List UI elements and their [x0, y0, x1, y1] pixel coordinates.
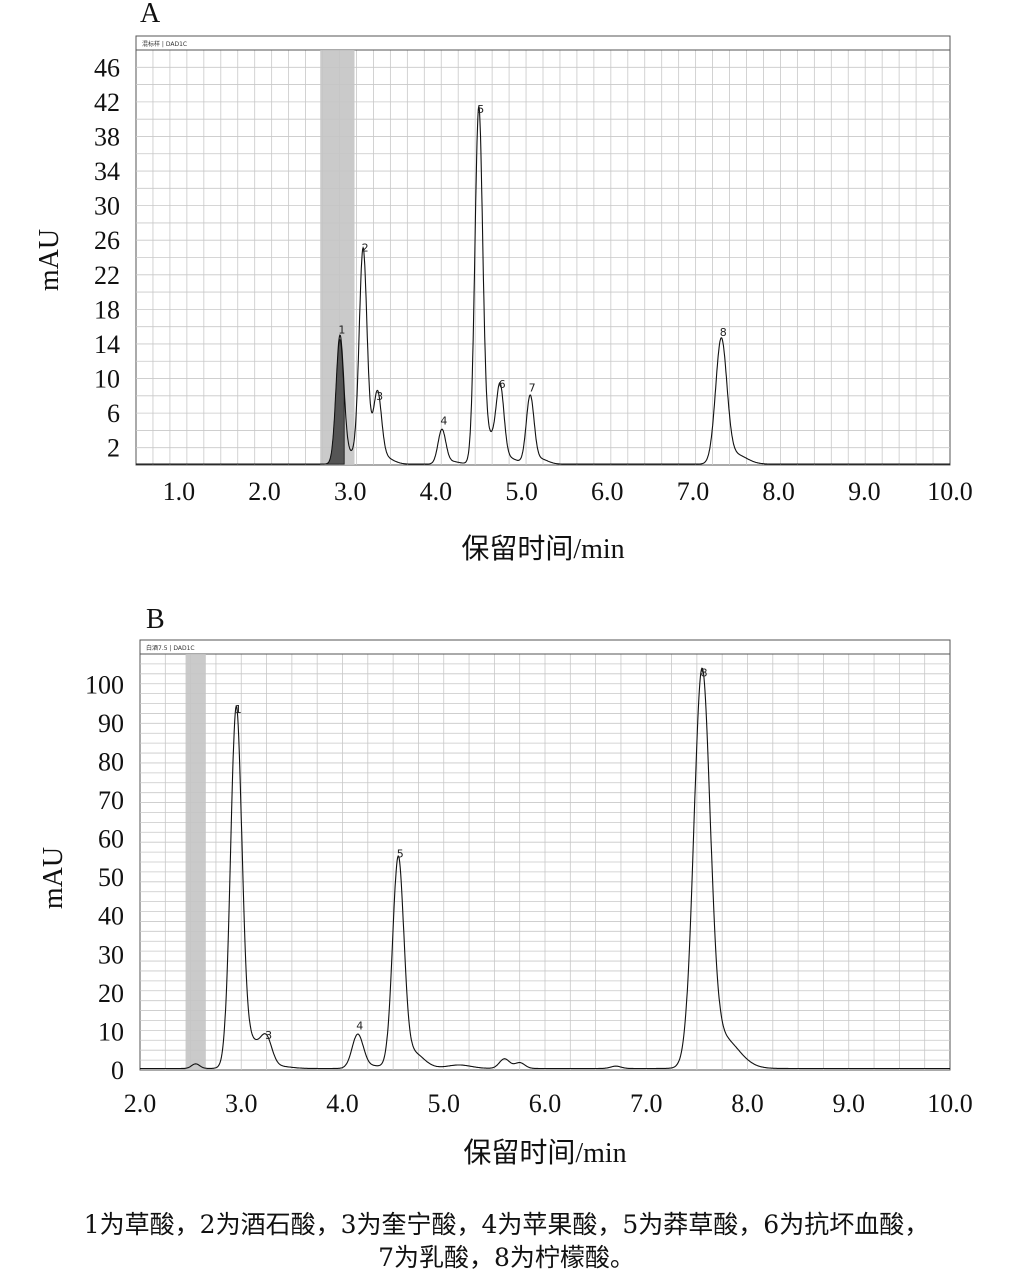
y-tick-label: 100 [85, 670, 124, 699]
y-tick-label: 50 [98, 863, 124, 892]
y-axis-label: mAU [34, 229, 65, 291]
x-tick-label: 9.0 [833, 1089, 866, 1118]
y-tick-label: 0 [111, 1056, 124, 1085]
peak-label-8: 8 [700, 666, 707, 679]
y-tick-label: 14 [94, 330, 120, 359]
x-tick-label: 4.0 [326, 1089, 359, 1118]
peak-label-2: 2 [362, 242, 369, 255]
chromatogram-trace [136, 106, 950, 465]
x-tick-label: 10.0 [927, 477, 973, 506]
y-tick-label: 30 [94, 192, 120, 221]
x-tick-label: 2.0 [124, 1089, 157, 1118]
caption-line-1: 1为草酸，2为酒石酸，3为奎宁酸，4为苹果酸，5为莽草酸，6为抗坏血酸， [83, 1210, 930, 1239]
peak-label-5: 5 [477, 103, 484, 116]
peak-label-3: 3 [376, 390, 383, 403]
y-tick-label: 42 [94, 88, 120, 117]
x-axis-label: 保留时间/min [463, 1137, 626, 1169]
panel-letter: A [140, 0, 161, 29]
peak-label-4: 4 [356, 1019, 363, 1032]
header-text: 混标样 | DAD1C [142, 40, 187, 48]
y-tick-label: 10 [94, 365, 120, 394]
y-tick-label: 18 [94, 295, 120, 324]
peak-label-5: 5 [397, 848, 404, 861]
y-tick-label: 80 [98, 747, 124, 776]
x-tick-label: 6.0 [591, 477, 624, 506]
chromatogram-trace [140, 667, 950, 1070]
y-tick-label: 2 [107, 434, 120, 463]
y-tick-label: 26 [94, 226, 120, 255]
peak-label-7: 7 [529, 382, 536, 395]
y-tick-label: 70 [98, 786, 124, 815]
y-tick-label: 20 [98, 979, 124, 1008]
y-tick-label: 46 [94, 53, 120, 82]
x-tick-label: 5.0 [505, 477, 538, 506]
x-tick-label: 9.0 [848, 477, 881, 506]
peak-label-6: 6 [499, 378, 506, 391]
x-tick-label: 7.0 [630, 1089, 663, 1118]
header-text: 白酒7.5 | DAD1C [146, 644, 195, 652]
x-tick-label: 1.0 [163, 477, 196, 506]
x-tick-label: 4.0 [420, 477, 453, 506]
peak-label-3: 3 [265, 1029, 272, 1042]
x-tick-label: 2.0 [248, 477, 281, 506]
x-axis-label: 保留时间/min [461, 533, 624, 565]
y-tick-label: 40 [98, 902, 124, 931]
y-tick-label: 30 [98, 940, 124, 969]
panel-letter: B [146, 604, 165, 635]
y-tick-label: 6 [107, 399, 120, 428]
shaded-region [185, 654, 206, 1070]
filled-peak-1 [325, 338, 345, 465]
peak-label-4: 4 [440, 414, 447, 427]
x-tick-label: 6.0 [529, 1089, 562, 1118]
peak-label-8: 8 [720, 326, 727, 339]
y-axis-label: mAU [38, 847, 69, 909]
y-tick-label: 10 [98, 1017, 124, 1046]
x-tick-label: 3.0 [334, 477, 367, 506]
grid [136, 50, 950, 465]
y-tick-label: 60 [98, 825, 124, 854]
peak-label-1: 1 [338, 324, 345, 337]
y-tick-label: 90 [98, 709, 124, 738]
x-tick-label: 3.0 [225, 1089, 258, 1118]
x-tick-label: 8.0 [731, 1089, 764, 1118]
x-tick-label: 7.0 [677, 477, 710, 506]
y-tick-label: 22 [94, 261, 120, 290]
x-tick-label: 5.0 [428, 1089, 461, 1118]
chart-panel-B: B 白酒7.5 | DAD1C 1 3 4 5 8 2.0 3.0 4.0 5.0 6.0 7.0 8.0… [38, 604, 973, 1169]
peak-label-1: 1 [235, 703, 242, 716]
grid [140, 654, 950, 1070]
x-tick-label: 10.0 [927, 1089, 973, 1118]
y-tick-label: 34 [94, 157, 120, 186]
x-tick-label: 8.0 [762, 477, 795, 506]
y-tick-label: 38 [94, 122, 120, 151]
caption-line-2: 7为乳酸，8为柠檬酸。 [378, 1243, 635, 1272]
